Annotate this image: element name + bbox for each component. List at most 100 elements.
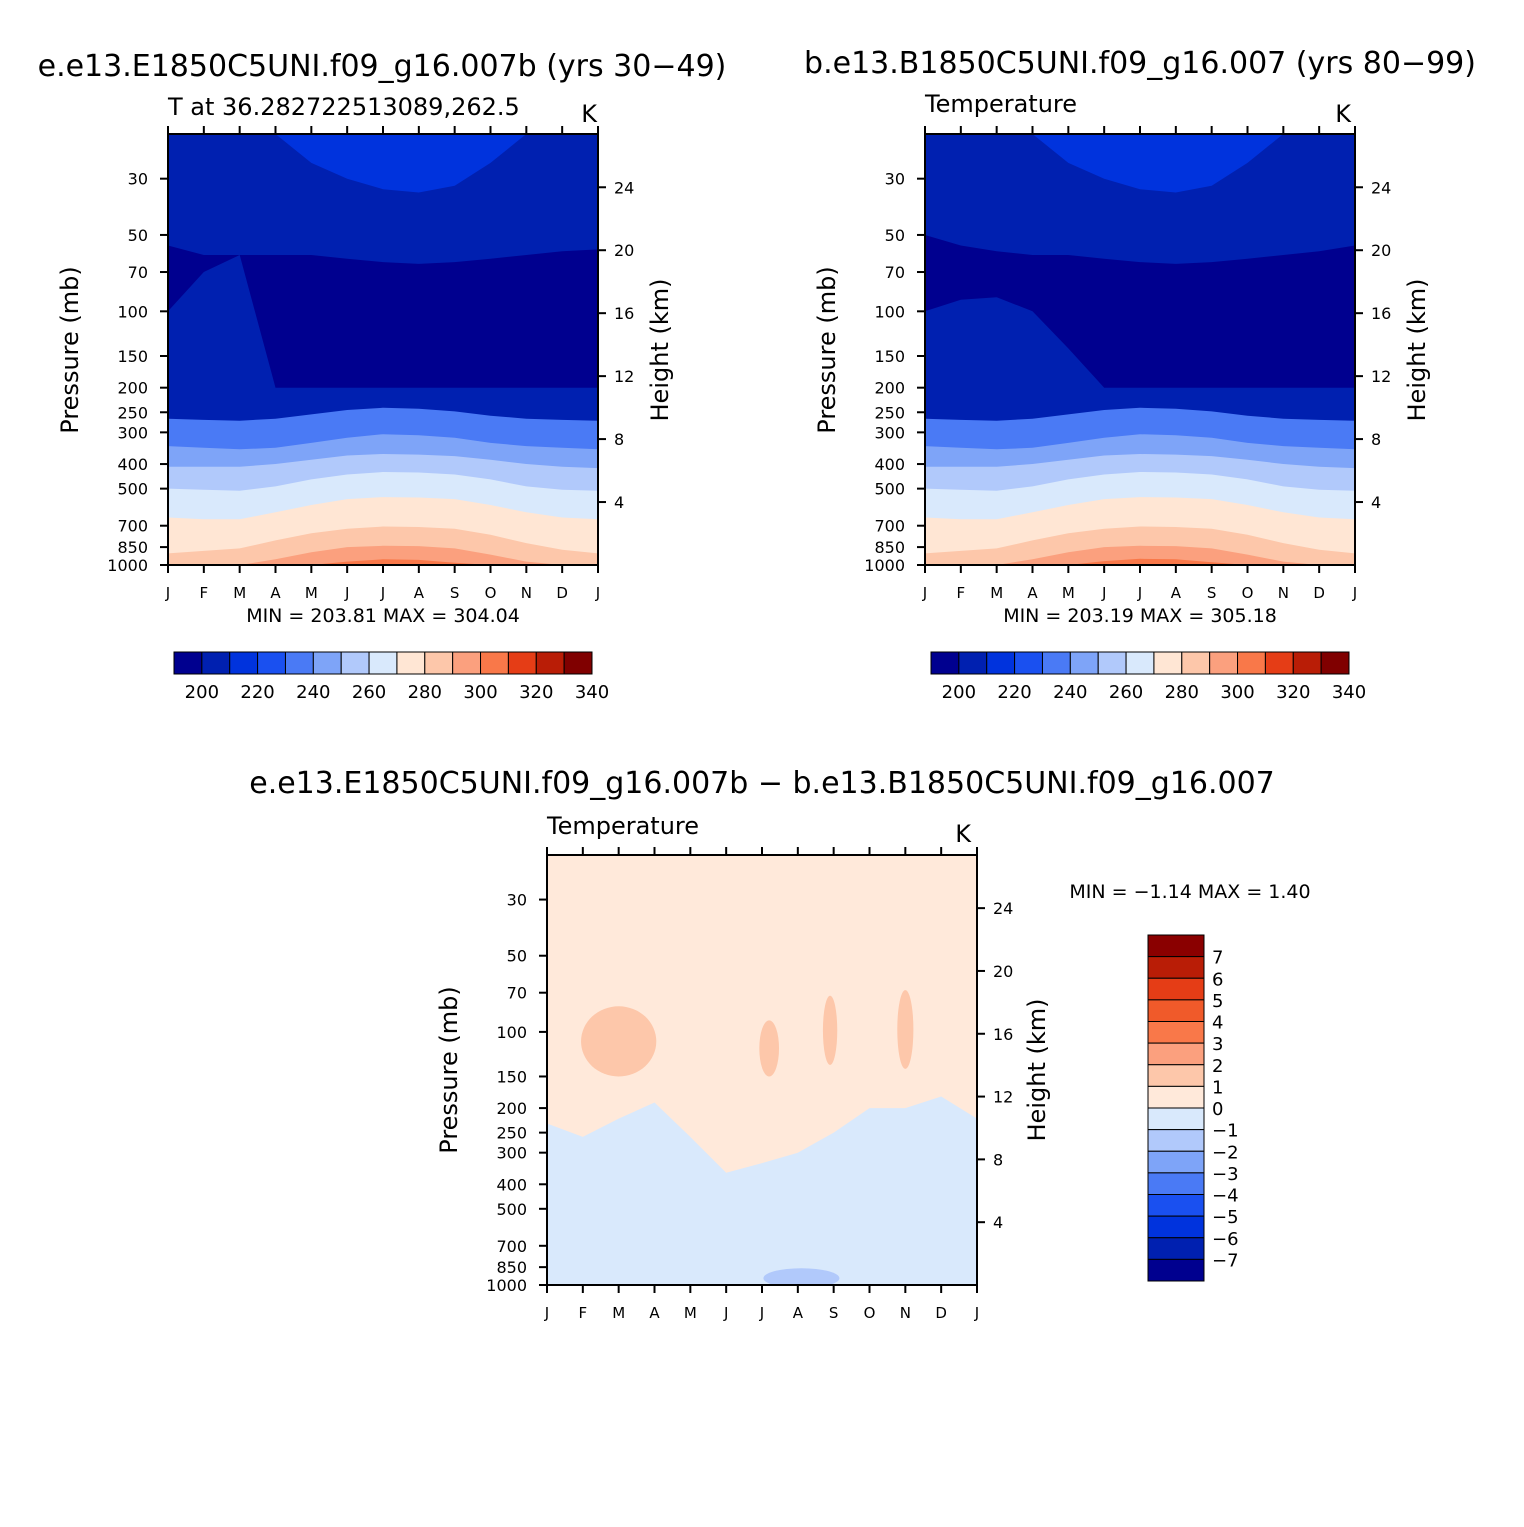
x-tick-label: M xyxy=(990,584,1003,602)
x-tick-label: J xyxy=(380,584,385,602)
y-tick-right-label: 16 xyxy=(614,304,634,323)
colorbar-cell xyxy=(1147,956,1205,979)
colorbar-cell xyxy=(535,651,565,675)
x-tick-label: N xyxy=(1278,584,1289,602)
difference-title: e.e13.E1850C5UNI.f09_g16.007b − b.e13.B1… xyxy=(249,766,1275,801)
colorbar-label: 320 xyxy=(519,682,553,703)
y-axis-label: Pressure (mb) xyxy=(56,266,84,433)
warm-patch xyxy=(897,990,914,1069)
colorbar-label: 1 xyxy=(1212,1077,1223,1098)
colorbar-label: 320 xyxy=(1276,682,1310,703)
colorbar-cell xyxy=(173,651,203,675)
y-tick-right-label: 12 xyxy=(1371,367,1391,386)
y-axis-label: Pressure (mb) xyxy=(813,266,841,433)
colorbar-label: 3 xyxy=(1212,1034,1223,1055)
y-axis-right-label: Height (km) xyxy=(1023,999,1051,1142)
y-tick-label: 30 xyxy=(507,891,527,910)
colorbar-cell xyxy=(1237,651,1266,675)
min-max-label: MIN = 203.19 MAX = 305.18 xyxy=(1003,605,1277,627)
y-tick-label: 850 xyxy=(874,538,905,557)
x-tick-label: N xyxy=(521,584,532,602)
colorbar-label: 2 xyxy=(1212,1056,1223,1077)
colorbar-cell xyxy=(930,651,960,675)
y-axis-right-label: Height (km) xyxy=(646,279,674,422)
y-tick-label: 50 xyxy=(128,226,148,245)
colorbar-cell xyxy=(312,651,342,675)
x-tick-label: J xyxy=(723,1304,728,1322)
x-tick-label: A xyxy=(1171,584,1182,602)
colorbar-cell xyxy=(1147,1258,1205,1282)
colorbar-label: 260 xyxy=(1109,682,1143,703)
y-tick-right-label: 4 xyxy=(993,1213,1003,1232)
colorbar-label: 340 xyxy=(575,682,609,703)
y-tick-label: 400 xyxy=(874,455,905,474)
min-max-label: MIN = −1.14 MAX = 1.40 xyxy=(1069,881,1310,903)
warm-patch xyxy=(581,1006,657,1077)
y-tick-right-label: 12 xyxy=(993,1088,1013,1107)
colorbar-cell xyxy=(1014,651,1043,675)
colorbar-cell xyxy=(1147,1085,1205,1109)
panel-title: Temperature xyxy=(924,90,1077,118)
x-tick-label: A xyxy=(270,584,281,602)
y-tick-right-label: 16 xyxy=(1371,304,1391,323)
y-tick-label: 300 xyxy=(496,1144,527,1163)
y-tick-label: 500 xyxy=(117,480,148,499)
band-295 xyxy=(925,545,1355,565)
colorbar-cell xyxy=(1181,651,1211,675)
y-tick-right-label: 4 xyxy=(614,493,624,512)
x-tick-label: O xyxy=(1242,584,1254,602)
cool-patch xyxy=(763,1268,840,1285)
x-tick-label: M xyxy=(612,1304,625,1322)
y-tick-right-label: 16 xyxy=(993,1025,1013,1044)
colorbar-cell xyxy=(1147,934,1205,958)
colorbar-label: −2 xyxy=(1212,1142,1239,1163)
colorbar-label: 340 xyxy=(1332,682,1366,703)
x-tick-label: S xyxy=(1207,584,1217,602)
colorbar-label: 0 xyxy=(1212,1099,1223,1120)
colorbar-cell xyxy=(563,651,593,675)
colorbar-label: −5 xyxy=(1212,1207,1239,1228)
y-tick-right-label: 24 xyxy=(1371,178,1391,197)
y-tick-label: 250 xyxy=(874,403,905,422)
y-tick-right-label: 4 xyxy=(1371,493,1381,512)
y-tick-label: 250 xyxy=(496,1124,527,1143)
y-tick-label: 50 xyxy=(885,226,905,245)
colorbar-cell xyxy=(340,651,370,675)
y-tick-right-label: 8 xyxy=(993,1150,1003,1169)
right-temperature-panel: Temperature K J F M A M J J A S O N D J 30 50 70 100 150 200… xyxy=(813,90,1431,703)
colorbar-label: 280 xyxy=(1165,682,1199,703)
colorbar-cell xyxy=(396,651,426,675)
y-tick-label: 150 xyxy=(117,347,148,366)
colorbar-cell xyxy=(201,651,231,675)
right-run-title: b.e13.B1850C5UNI.f09_g16.007 (yrs 80−99) xyxy=(804,46,1476,81)
colorbar-cell xyxy=(1097,651,1127,675)
colorbar-label: 300 xyxy=(1220,682,1254,703)
y-tick-label: 850 xyxy=(496,1258,527,1277)
colorbar-cell xyxy=(1147,1172,1205,1195)
y-tick-right-label: 24 xyxy=(614,178,634,197)
y-tick-label: 200 xyxy=(874,379,905,398)
colorbar-label: 6 xyxy=(1212,969,1223,990)
x-tick-label: J xyxy=(1101,584,1106,602)
y-axis-label: Pressure (mb) xyxy=(435,986,463,1153)
left-run-title: e.e13.E1850C5UNI.f09_g16.007b (yrs 30−49… xyxy=(38,49,727,84)
colorbar-cell xyxy=(480,651,509,675)
colorbar-label: 4 xyxy=(1212,1013,1223,1034)
y-tick-label: 200 xyxy=(496,1099,527,1118)
colorbar-cell xyxy=(507,651,537,675)
colorbar-label: −1 xyxy=(1212,1121,1239,1142)
colorbar-label: 220 xyxy=(240,682,274,703)
colorbar-cell xyxy=(1264,651,1294,675)
colorbar-cell xyxy=(1147,977,1205,1001)
y-tick-right-label: 20 xyxy=(614,241,634,260)
x-tick-label: F xyxy=(957,584,966,602)
y-tick-label: 700 xyxy=(496,1237,527,1256)
panel-title: T at 36.282722513089,262.5 xyxy=(167,93,520,121)
colorbar-label: −6 xyxy=(1212,1229,1239,1250)
colorbar-cell xyxy=(1041,651,1071,675)
y-tick-label: 70 xyxy=(885,263,905,282)
contour-fills xyxy=(168,134,598,565)
x-tick-label: J xyxy=(922,584,927,602)
x-tick-label: J xyxy=(1137,584,1142,602)
colorbar-cell xyxy=(1147,999,1205,1022)
